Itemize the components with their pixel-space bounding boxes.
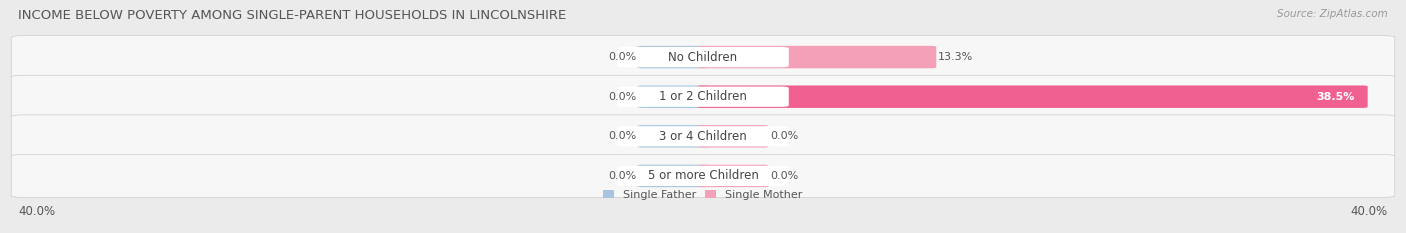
Text: 0.0%: 0.0% bbox=[770, 131, 799, 141]
FancyBboxPatch shape bbox=[11, 115, 1395, 158]
FancyBboxPatch shape bbox=[617, 86, 789, 107]
FancyBboxPatch shape bbox=[637, 125, 709, 147]
FancyBboxPatch shape bbox=[617, 47, 789, 67]
Text: 40.0%: 40.0% bbox=[18, 205, 55, 218]
FancyBboxPatch shape bbox=[697, 86, 1368, 108]
FancyBboxPatch shape bbox=[697, 125, 769, 147]
FancyBboxPatch shape bbox=[11, 75, 1395, 118]
Text: 5 or more Children: 5 or more Children bbox=[648, 169, 758, 182]
Text: 38.5%: 38.5% bbox=[1316, 92, 1355, 102]
FancyBboxPatch shape bbox=[617, 166, 789, 186]
Text: INCOME BELOW POVERTY AMONG SINGLE-PARENT HOUSEHOLDS IN LINCOLNSHIRE: INCOME BELOW POVERTY AMONG SINGLE-PARENT… bbox=[18, 9, 567, 22]
FancyBboxPatch shape bbox=[697, 46, 936, 68]
Text: 0.0%: 0.0% bbox=[607, 131, 636, 141]
Text: 40.0%: 40.0% bbox=[1351, 205, 1388, 218]
Text: No Children: No Children bbox=[668, 51, 738, 64]
FancyBboxPatch shape bbox=[11, 36, 1395, 79]
FancyBboxPatch shape bbox=[637, 165, 709, 187]
Text: 0.0%: 0.0% bbox=[770, 171, 799, 181]
Text: 0.0%: 0.0% bbox=[607, 92, 636, 102]
FancyBboxPatch shape bbox=[697, 165, 769, 187]
Text: 0.0%: 0.0% bbox=[607, 171, 636, 181]
Text: 0.0%: 0.0% bbox=[607, 52, 636, 62]
Legend: Single Father, Single Mother: Single Father, Single Mother bbox=[599, 185, 807, 204]
FancyBboxPatch shape bbox=[637, 46, 709, 68]
Text: Source: ZipAtlas.com: Source: ZipAtlas.com bbox=[1277, 9, 1388, 19]
FancyBboxPatch shape bbox=[11, 154, 1395, 197]
Text: 3 or 4 Children: 3 or 4 Children bbox=[659, 130, 747, 143]
Text: 1 or 2 Children: 1 or 2 Children bbox=[659, 90, 747, 103]
FancyBboxPatch shape bbox=[617, 126, 789, 147]
Text: 13.3%: 13.3% bbox=[938, 52, 973, 62]
FancyBboxPatch shape bbox=[637, 86, 709, 108]
